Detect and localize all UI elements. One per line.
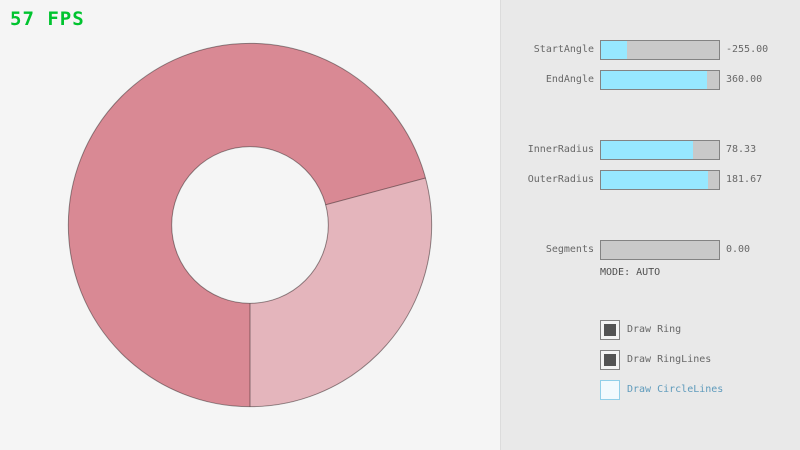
- slider-value-outerradius: 181.67: [726, 174, 763, 185]
- slider-innerradius[interactable]: [600, 140, 720, 160]
- slider-fill: [601, 41, 627, 59]
- fps-counter: 57 FPS: [10, 8, 85, 30]
- checkbox-draw-circlelines[interactable]: [600, 380, 620, 400]
- slider-fill: [601, 171, 709, 189]
- slider-startangle[interactable]: [600, 40, 720, 60]
- checkbox-draw-ringlines[interactable]: [600, 350, 620, 370]
- ring-radial-line-upper-right: [325, 177, 426, 206]
- ring-canvas: [67, 42, 433, 408]
- checkbox-label-draw-ring: Draw Ring: [627, 324, 682, 335]
- slider-label-endangle: EndAngle: [545, 74, 594, 85]
- slider-label-innerradius: InnerRadius: [527, 144, 594, 155]
- check-mark: [604, 354, 616, 366]
- ring-inner-line: [171, 146, 329, 304]
- slider-endangle[interactable]: [600, 70, 720, 90]
- checkbox-draw-ring[interactable]: [600, 320, 620, 340]
- checkbox-label-draw-ringlines: Draw RingLines: [627, 354, 712, 365]
- slider-outerradius[interactable]: [600, 170, 720, 190]
- ring-single-pass-segment: [250, 177, 432, 407]
- check-mark: [604, 324, 616, 336]
- slider-value-endangle: 360.00: [726, 74, 763, 85]
- ring-outer-line: [67, 42, 433, 408]
- slider-fill: [601, 71, 708, 89]
- slider-value-segments: 0.00: [726, 244, 751, 255]
- slider-value-startangle: -255.00: [726, 44, 769, 55]
- mode-status-text: MODE: AUTO: [600, 267, 661, 278]
- slider-segments[interactable]: [600, 240, 720, 260]
- slider-label-segments: Segments: [545, 244, 594, 255]
- slider-value-innerradius: 78.33: [726, 144, 757, 155]
- checkbox-label-draw-circlelines: Draw CircleLines: [627, 384, 724, 395]
- slider-label-startangle: StartAngle: [533, 44, 594, 55]
- slider-fill: [601, 141, 694, 159]
- slider-label-outerradius: OuterRadius: [527, 174, 594, 185]
